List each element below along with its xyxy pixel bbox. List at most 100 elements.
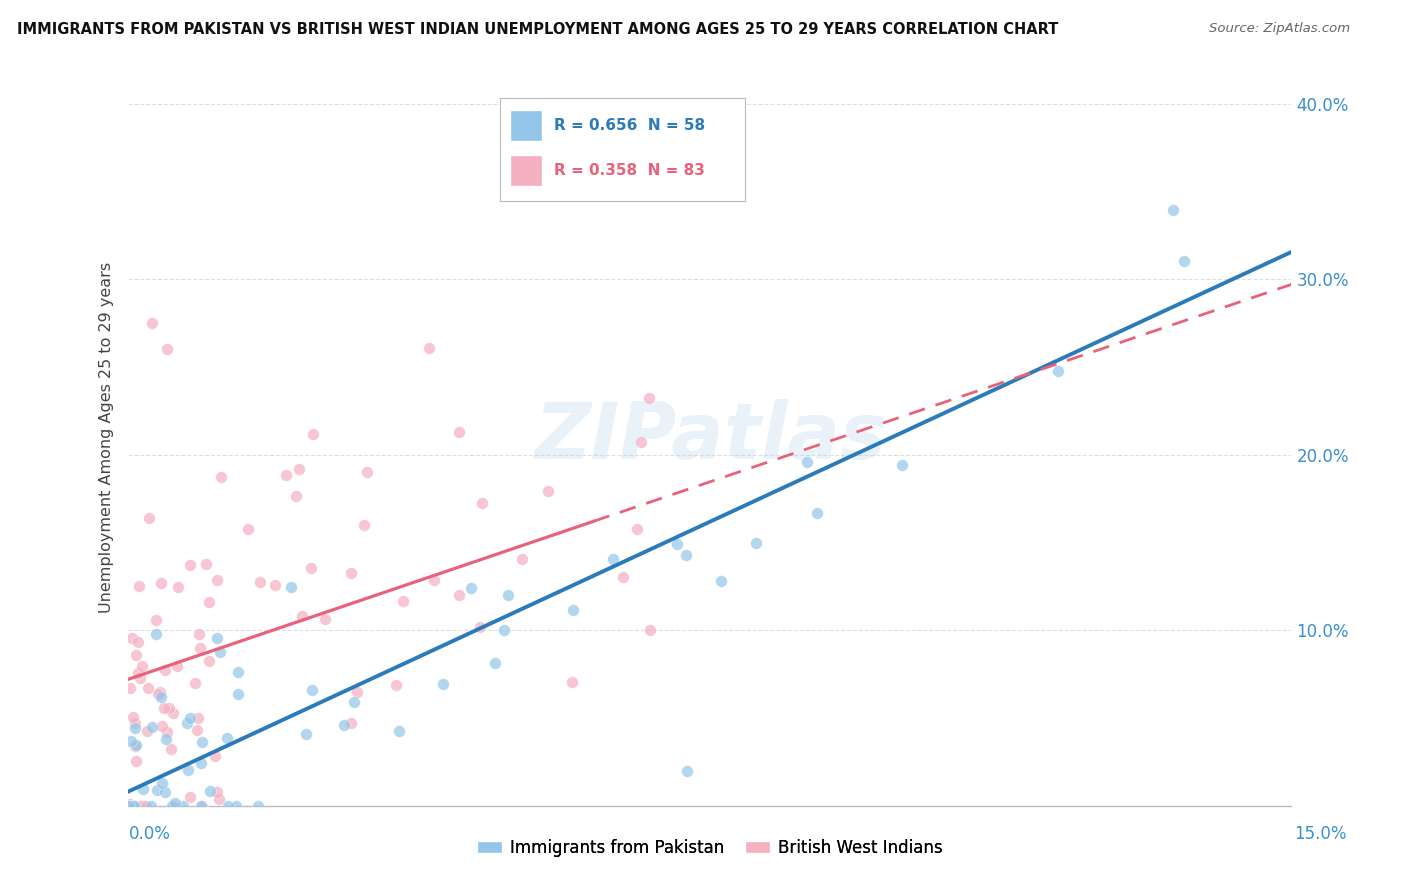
Legend: Immigrants from Pakistan, British West Indians: Immigrants from Pakistan, British West I… xyxy=(471,832,949,863)
Text: ZIPatlas: ZIPatlas xyxy=(534,399,886,475)
Point xyxy=(295,727,318,741)
Point xyxy=(460,582,482,596)
Point xyxy=(699,167,721,181)
Point xyxy=(179,558,201,573)
Point xyxy=(125,648,148,662)
Point xyxy=(666,537,689,551)
Point xyxy=(387,723,409,738)
Point xyxy=(141,720,163,734)
Point xyxy=(120,798,142,813)
Point xyxy=(120,681,142,696)
Point xyxy=(150,576,173,591)
Point xyxy=(156,724,179,739)
Point xyxy=(153,785,176,799)
Point xyxy=(891,458,914,472)
Point xyxy=(148,684,170,698)
Point xyxy=(562,603,585,617)
Point xyxy=(191,735,214,749)
Point xyxy=(484,656,506,670)
Point xyxy=(468,620,491,634)
Point xyxy=(612,569,634,583)
Point xyxy=(449,425,471,439)
Point xyxy=(179,711,201,725)
Point xyxy=(626,522,648,536)
Point xyxy=(162,706,184,720)
Point xyxy=(172,798,194,813)
Point xyxy=(129,798,152,813)
Point xyxy=(138,511,160,525)
Point xyxy=(353,518,375,533)
Point xyxy=(131,659,153,673)
Point xyxy=(384,678,406,692)
Point xyxy=(209,645,232,659)
Point xyxy=(141,316,163,330)
Point xyxy=(510,552,533,566)
Point xyxy=(675,548,697,562)
Point xyxy=(205,785,228,799)
Point xyxy=(187,711,209,725)
Point xyxy=(145,627,167,641)
Point xyxy=(153,663,176,677)
Point xyxy=(1046,363,1069,377)
Point xyxy=(149,690,172,704)
Point xyxy=(226,665,249,679)
Point xyxy=(194,557,217,571)
Point xyxy=(135,724,157,739)
Point xyxy=(150,776,173,790)
Point xyxy=(226,686,249,700)
Point xyxy=(602,551,624,566)
Point xyxy=(1173,254,1195,268)
Point xyxy=(127,635,149,649)
Point xyxy=(356,466,378,480)
Point xyxy=(1161,202,1184,217)
Point xyxy=(121,632,143,646)
Point xyxy=(145,613,167,627)
Point xyxy=(177,764,200,778)
Point xyxy=(163,796,186,810)
Point xyxy=(637,392,659,406)
Point xyxy=(796,455,818,469)
Point xyxy=(806,506,828,520)
Point xyxy=(187,627,209,641)
Point xyxy=(136,681,159,696)
Point xyxy=(630,434,652,449)
Point xyxy=(238,522,260,536)
Point xyxy=(162,798,184,813)
Point xyxy=(141,798,163,813)
Point xyxy=(205,573,228,587)
Point xyxy=(145,782,167,797)
Point xyxy=(215,731,238,746)
Point xyxy=(339,566,361,580)
Point xyxy=(302,426,325,441)
Point xyxy=(188,641,211,656)
Text: 15.0%: 15.0% xyxy=(1295,825,1347,843)
Point xyxy=(135,798,157,813)
Point xyxy=(124,739,146,753)
Point xyxy=(197,595,219,609)
Point xyxy=(128,578,150,592)
Point xyxy=(124,721,146,735)
Text: IMMIGRANTS FROM PAKISTAN VS BRITISH WEST INDIAN UNEMPLOYMENT AMONG AGES 25 TO 29: IMMIGRANTS FROM PAKISTAN VS BRITISH WEST… xyxy=(17,22,1059,37)
Text: 0.0%: 0.0% xyxy=(129,825,172,843)
Point xyxy=(162,798,184,813)
Point xyxy=(284,489,307,503)
Point xyxy=(132,782,155,797)
Point xyxy=(204,749,226,764)
Point xyxy=(184,676,207,690)
Point xyxy=(247,798,270,813)
Point xyxy=(301,682,323,697)
Point xyxy=(155,731,177,746)
Point xyxy=(217,798,239,813)
Point xyxy=(392,594,415,608)
Point xyxy=(118,798,141,813)
Point xyxy=(638,624,661,638)
Point xyxy=(249,574,271,589)
Point xyxy=(160,742,183,756)
Point xyxy=(496,588,519,602)
Point xyxy=(129,671,152,685)
Point xyxy=(190,756,212,771)
Point xyxy=(125,738,148,752)
Point xyxy=(537,483,560,498)
Point xyxy=(423,573,446,587)
Point xyxy=(346,685,368,699)
